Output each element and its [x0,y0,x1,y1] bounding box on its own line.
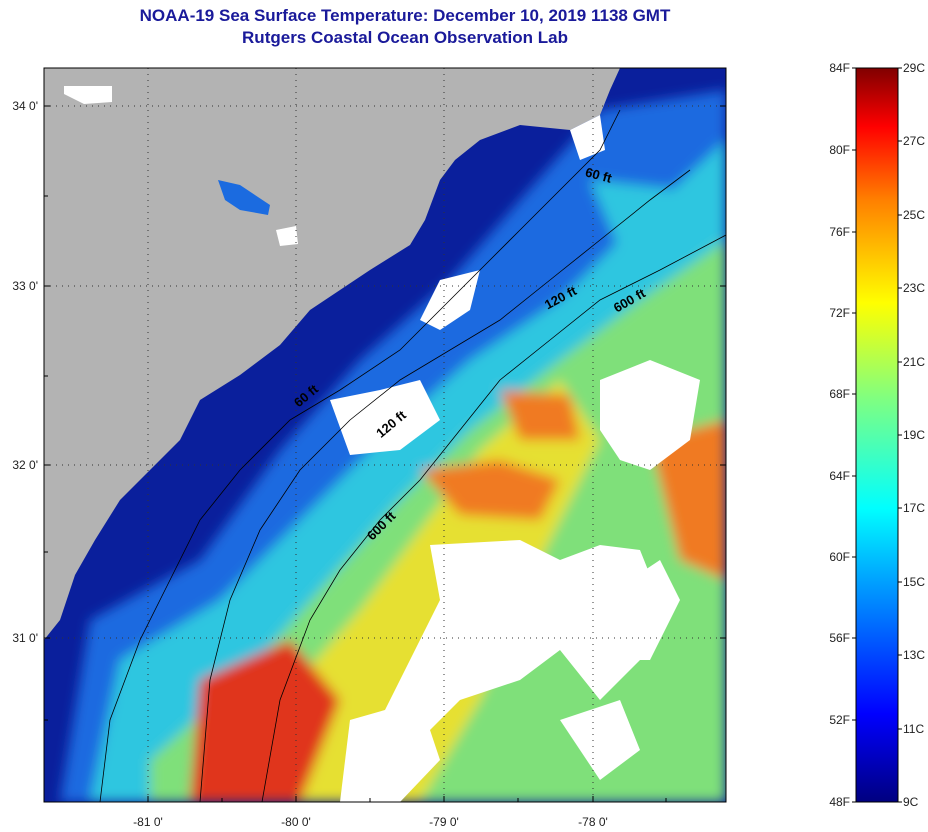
colorbar-c-label: 15C [903,575,926,589]
map-frame [43,67,727,803]
colorbar-f-label: 64F [829,469,850,483]
colorbar-c-label: 29C [903,61,926,75]
axis-labels: 34 0' 33 0' 32 0' 31 0' -81 0' -80 0' -7… [12,99,607,829]
colorbar-f-label: 72F [829,306,850,320]
colorbar-f-label: 76F [829,225,850,239]
lon-label: -80 0' [281,815,311,829]
colorbar-c-label: 27C [903,134,926,148]
lake-patch [218,180,270,215]
colorbar-c-label: 23C [903,281,926,295]
colorbar-c-label: 19C [903,428,926,442]
colorbar-ticks [852,67,902,803]
sst-hottest-patch [190,640,340,802]
colorbar-c-label: 21C [903,355,926,369]
colorbar [855,67,899,803]
colorbar-f-label: 68F [829,387,850,401]
land-mass [44,68,620,640]
colorbar-f-label: 84F [829,61,850,75]
colorbar-c-label: 9C [903,795,919,809]
colorbar-f-label: 48F [829,795,850,809]
lat-label: 33 0' [12,279,38,293]
contour-label-60ft-north: 60 ft [584,164,614,186]
grid-lines [44,68,726,802]
axis-ticks [44,105,726,802]
colorbar-f-label: 80F [829,143,850,157]
colorbar-f-label: 52F [829,713,850,727]
lat-label: 31 0' [12,631,38,645]
colorbar-c-label: 11C [903,722,925,736]
colorbar-f-label: 60F [829,550,850,564]
sst-mid-north [590,180,700,250]
colorbar-c-label: 13C [903,648,926,662]
lon-label: -79 0' [429,815,459,829]
colorbar-c-label: 25C [903,208,926,222]
colorbar-c-label: 17C [903,501,926,515]
sst-hot-patch-3 [650,420,726,580]
colorbar-f-label: 56F [829,631,850,645]
lat-label: 32 0' [12,458,38,472]
lon-label: -81 0' [133,815,163,829]
lat-label: 34 0' [12,99,38,113]
map-subtitle: Rutgers Coastal Ocean Observation Lab [242,28,568,47]
map-title: NOAA-19 Sea Surface Temperature: Decembe… [139,6,671,25]
sst-hot-patch-2 [500,390,580,440]
depth-contours [99,109,726,802]
sst-hot-patch-1 [420,460,560,520]
lon-label: -78 0' [578,815,608,829]
